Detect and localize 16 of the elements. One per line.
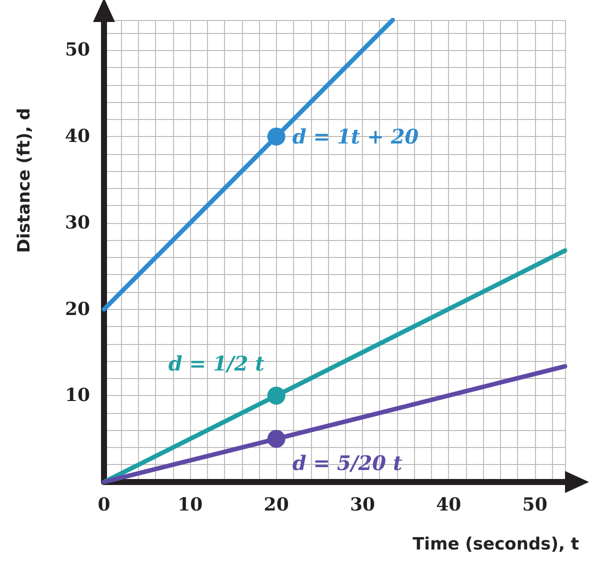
x-tick-label: 20	[264, 494, 289, 516]
series-label: d = 1t + 20	[292, 124, 419, 149]
x-axis-title: Time (seconds), t	[412, 534, 580, 554]
y-tick-label: 50	[64, 40, 90, 61]
y-axis-title: Distance (ft), d	[14, 108, 34, 253]
y-tick-label: 30	[64, 212, 90, 234]
x-tick-label: 40	[436, 494, 462, 516]
y-tick-label: 40	[64, 126, 90, 148]
series-label: d = 1/2 t	[168, 352, 266, 376]
y-tick-label: 10	[64, 385, 90, 406]
x-tick-label: 10	[178, 494, 203, 516]
x-tick-label: 0	[98, 494, 110, 516]
y-tick-label: 20	[64, 298, 90, 320]
x-tick-label: 50	[522, 494, 548, 516]
x-tick-label: 30	[350, 494, 376, 516]
series-label: d = 5/20 t	[292, 450, 404, 475]
